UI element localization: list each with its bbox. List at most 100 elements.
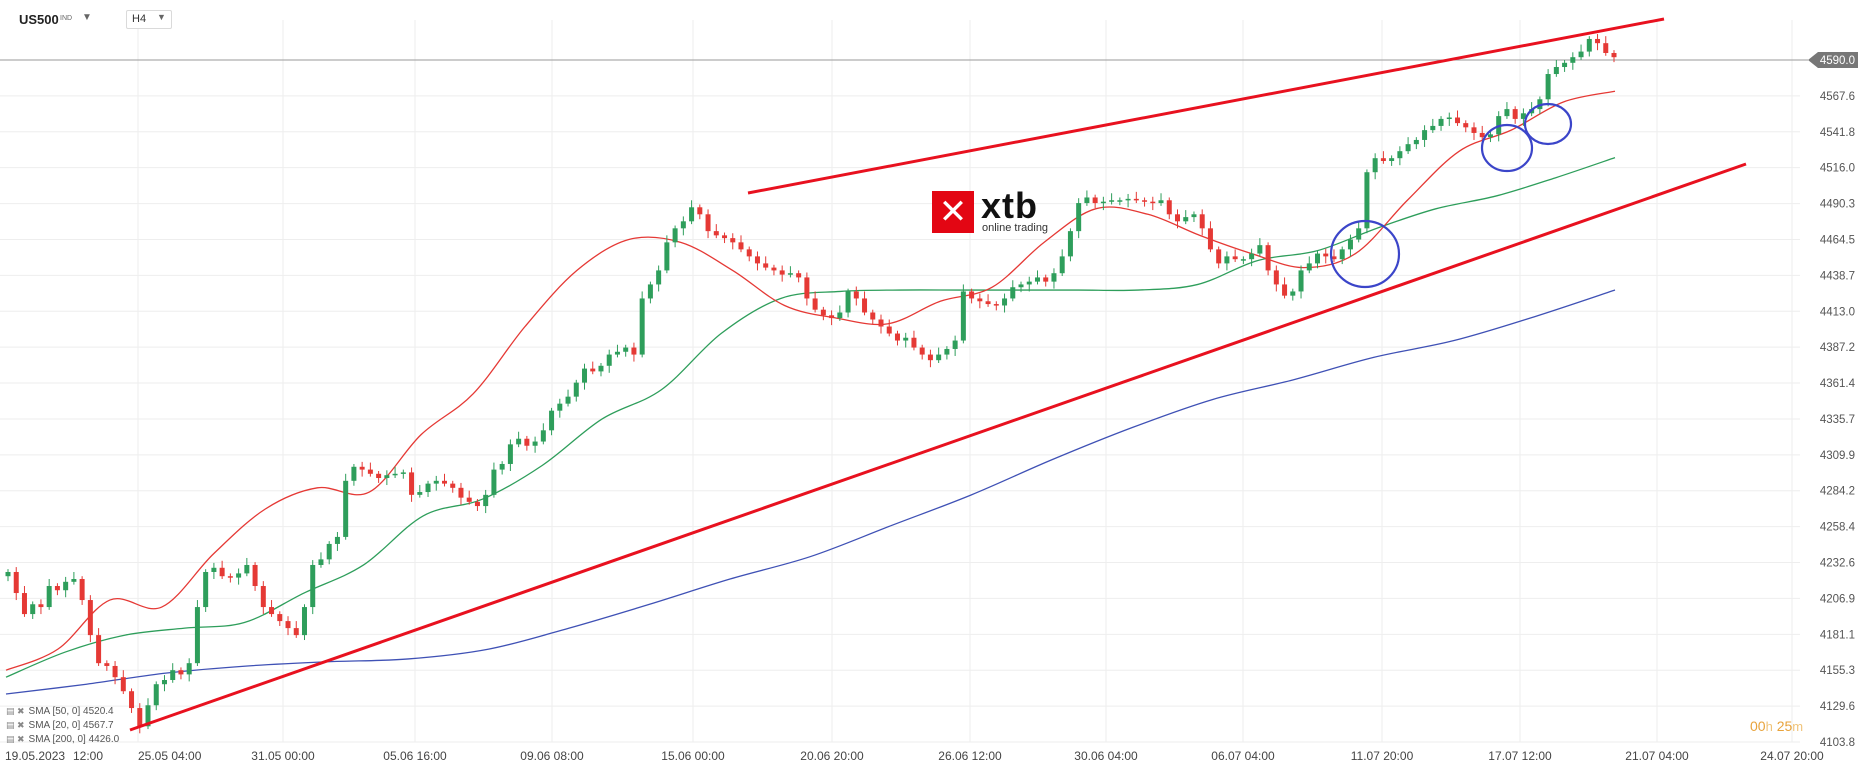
candle (1438, 116, 1444, 131)
candle (1364, 169, 1370, 234)
candle-body (647, 284, 653, 299)
candle (1479, 125, 1485, 140)
x-tick-label: 31.05 00:00 (251, 749, 315, 763)
candle-body (1059, 256, 1065, 274)
candle (483, 489, 489, 514)
candle (1306, 256, 1312, 274)
candle (1562, 60, 1568, 72)
candle-body (1315, 253, 1321, 264)
y-tick-label: 4103.8 (1820, 737, 1855, 749)
candle-body (1595, 38, 1601, 44)
settings-x-icon[interactable]: ▤ ✖ (6, 706, 25, 716)
candle (260, 581, 266, 615)
candle-body (392, 473, 398, 476)
candle-body (359, 466, 365, 470)
candle (30, 601, 36, 619)
candle-body (886, 326, 892, 334)
candle (433, 475, 439, 491)
candle (1191, 211, 1197, 223)
candle-body (705, 214, 711, 232)
candle (623, 344, 629, 357)
timeframe-select[interactable] (126, 10, 172, 29)
candle (1059, 249, 1065, 277)
y-tick-label: 4155.3 (1820, 665, 1855, 677)
candle (227, 573, 233, 583)
candle (647, 281, 653, 304)
timeframe-label[interactable]: H4 (132, 13, 147, 25)
candle (1603, 36, 1609, 56)
candle-body (565, 396, 571, 404)
candle (1257, 238, 1263, 257)
candle (1002, 293, 1008, 313)
candle (186, 658, 192, 682)
candle-body (1158, 200, 1164, 204)
candle-body (1471, 127, 1477, 133)
candle (203, 569, 209, 612)
candle-body (1298, 270, 1304, 292)
candle-body (367, 469, 373, 474)
candle (499, 461, 505, 475)
candle-body (1092, 197, 1098, 204)
instrument-symbol[interactable]: US500 (19, 12, 59, 27)
candle (1595, 34, 1601, 51)
legend-sma-200[interactable]: ▤ ✖ SMA [200, 0] 4426.0 (6, 734, 120, 745)
candle (796, 270, 802, 283)
candle-body (672, 228, 678, 243)
candle-body (1323, 253, 1329, 257)
candle-body (656, 270, 662, 285)
candle (1133, 191, 1139, 204)
y-tick-label: 4129.6 (1820, 701, 1855, 713)
candle-body (1553, 67, 1559, 75)
candle (614, 344, 620, 358)
candle-body (54, 586, 60, 591)
annotation-circle (1480, 123, 1534, 173)
candle-body (5, 571, 11, 577)
candle (1570, 52, 1576, 70)
chevron-down-icon[interactable]: ▼ (157, 12, 166, 22)
candle-body (400, 472, 406, 474)
annotation-circle (1329, 219, 1401, 289)
candle-body (730, 238, 736, 243)
candle (129, 688, 135, 713)
candle-body (1372, 158, 1378, 173)
candle (137, 703, 143, 734)
candle-body (853, 291, 859, 299)
legend-sma-20[interactable]: ▤ ✖ SMA [20, 0] 4567.7 (6, 720, 114, 731)
candle (1265, 242, 1271, 276)
candle-body (1191, 214, 1197, 218)
candle-body (804, 277, 810, 299)
candle (450, 480, 456, 493)
candle (993, 301, 999, 311)
candle (977, 293, 983, 309)
candle-body (507, 444, 513, 464)
legend-sma-50[interactable]: ▤ ✖ SMA [50, 0] 4520.4 (6, 706, 114, 717)
candle (153, 681, 159, 711)
current-price-label: 4590.0 (1820, 55, 1855, 67)
settings-x-icon[interactable]: ▤ ✖ (6, 720, 25, 730)
candle (1504, 102, 1510, 119)
candle-body (697, 207, 703, 215)
candle-body (376, 473, 382, 479)
chevron-down-icon[interactable]: ▼ (82, 12, 92, 23)
candle-body (779, 270, 785, 275)
candle-body (689, 207, 695, 222)
candle-body (458, 487, 464, 498)
candle-body (1290, 291, 1296, 296)
candle (540, 423, 546, 445)
candle (936, 347, 942, 363)
candle (236, 568, 242, 585)
candle (598, 362, 604, 377)
candle (1018, 281, 1024, 293)
x-tick-label: 05.06 16:00 (383, 749, 447, 763)
sma-50-line (5, 157, 1616, 678)
candle (870, 309, 876, 325)
settings-x-icon[interactable]: ▤ ✖ (6, 734, 25, 744)
sma-50-path (5, 157, 1616, 678)
candle-body (499, 463, 505, 470)
candle (178, 667, 184, 680)
candle (1109, 193, 1115, 205)
candle (63, 576, 69, 598)
candle-body (1249, 253, 1255, 260)
candle (1290, 288, 1296, 301)
